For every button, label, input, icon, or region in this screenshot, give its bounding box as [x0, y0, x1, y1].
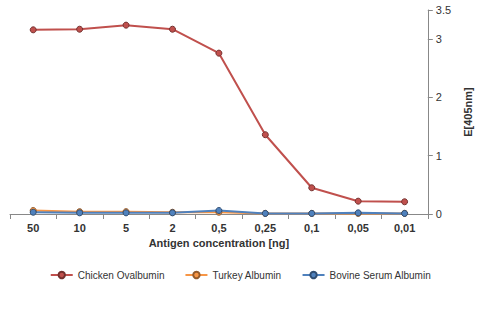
svg-text:Antigen concentration [ng]: Antigen concentration [ng]: [149, 237, 290, 249]
svg-text:2: 2: [169, 222, 175, 234]
svg-text:0,5: 0,5: [211, 222, 226, 234]
svg-text:50: 50: [27, 222, 39, 234]
svg-text:3.5: 3.5: [436, 4, 451, 16]
svg-text:0,01: 0,01: [394, 222, 415, 234]
svg-text:Turkey Albumin: Turkey Albumin: [212, 270, 281, 281]
svg-text:10: 10: [74, 222, 86, 234]
svg-text:0: 0: [436, 208, 442, 220]
svg-text:0,25: 0,25: [255, 222, 276, 234]
svg-text:Bovine Serum Albumin: Bovine Serum Albumin: [330, 270, 431, 281]
svg-text:E[405nm]: E[405nm]: [462, 87, 474, 137]
svg-text:5: 5: [123, 222, 129, 234]
svg-text:2: 2: [436, 91, 442, 103]
svg-text:Chicken Ovalbumin: Chicken Ovalbumin: [78, 270, 165, 281]
svg-text:1: 1: [436, 150, 442, 162]
svg-text:3: 3: [436, 33, 442, 45]
svg-text:0,05: 0,05: [347, 222, 368, 234]
svg-text:0,1: 0,1: [304, 222, 319, 234]
